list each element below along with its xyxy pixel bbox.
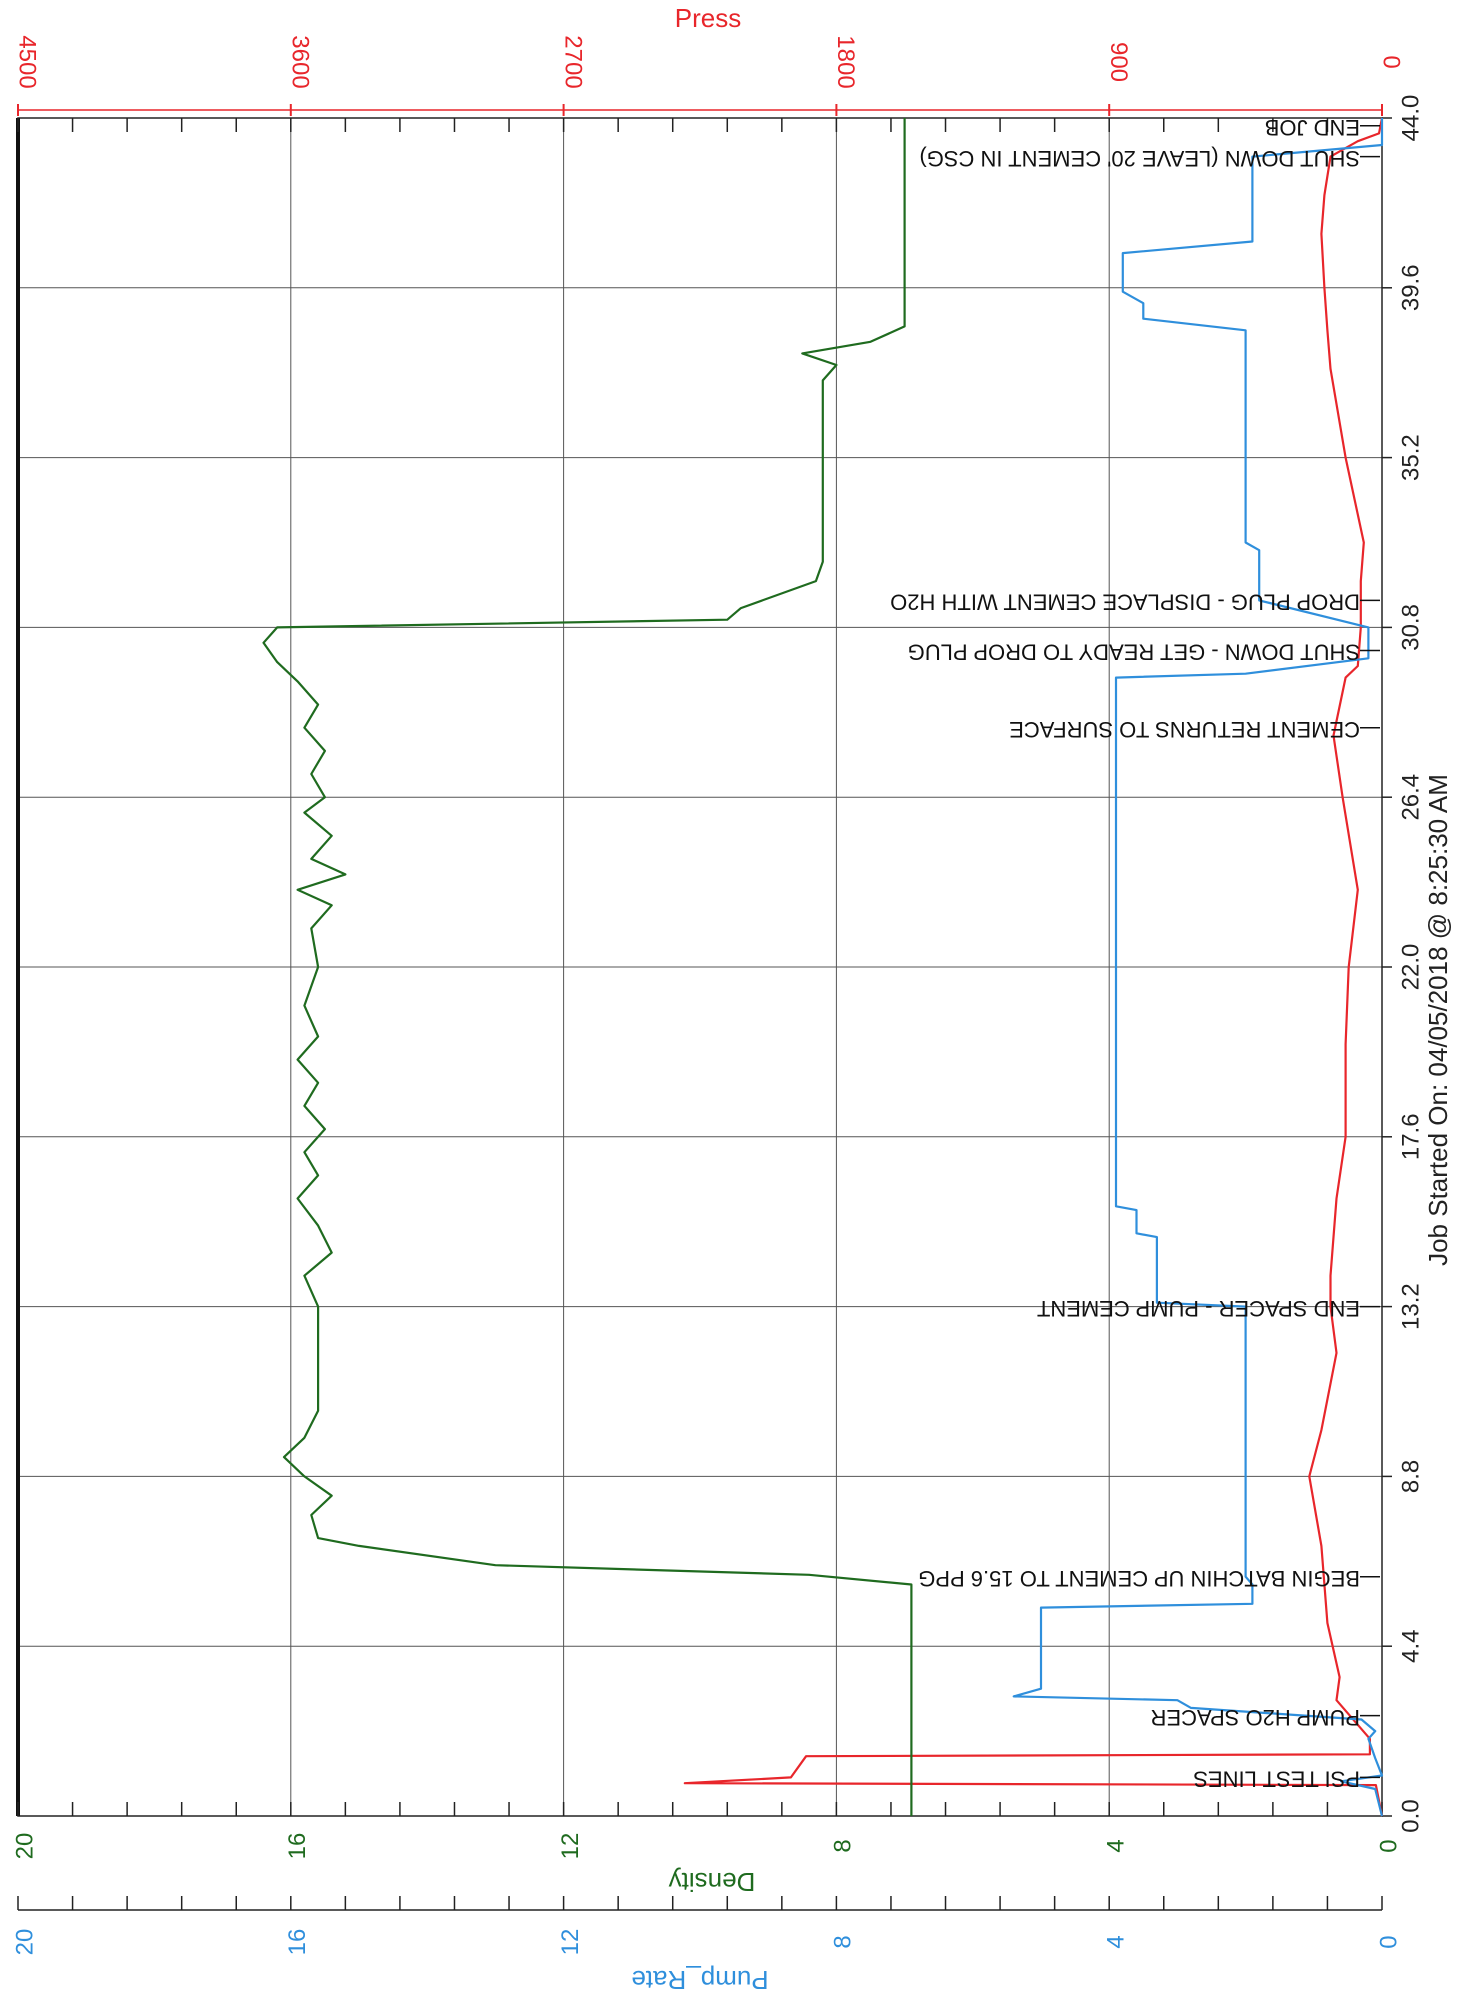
- density-tick-label: 4: [1103, 1839, 1130, 1852]
- press-tick-label: 3600: [286, 35, 313, 88]
- press-tick-label: 0: [1378, 55, 1405, 68]
- annotation-label: END JOB: [1265, 115, 1360, 140]
- press-tick-label: 1800: [832, 35, 859, 88]
- time-tick-label: 44.0: [1397, 95, 1424, 142]
- time-tick-label: 0.0: [1397, 1799, 1424, 1832]
- density-tick-label: 20: [11, 1833, 38, 1860]
- time-tick-label: 8.8: [1397, 1460, 1424, 1493]
- pump-tick-label: 12: [557, 1929, 584, 1956]
- pump-tick-label: 20: [11, 1929, 38, 1956]
- annotation-label: SHUT DOWN (LEAVE 20' CEMENT IN CSG): [919, 146, 1360, 171]
- annotation-label: PUMP H2O SPACER: [1151, 1705, 1360, 1730]
- annotation-label: CEMENT RETURNS TO SURFACE: [1009, 717, 1360, 742]
- time-tick-label: 35.2: [1397, 434, 1424, 481]
- pump-tick-label: 0: [1375, 1935, 1402, 1948]
- x-axis-title: Job Started On: 04/05/2018 @ 8:25:30 AM: [1423, 774, 1453, 1266]
- series-line-press: [683, 117, 1384, 1817]
- press-axis-title: Press: [675, 3, 741, 33]
- pump-tick-label: 8: [830, 1935, 857, 1948]
- annotation-label: END SPACER - PUMP CEMENT: [1037, 1296, 1360, 1321]
- press-tick-label: 900: [1105, 42, 1132, 82]
- annotation-label: SHUT DOWN - GET READY TO DROP PLUG: [908, 640, 1360, 665]
- pump-axis-title: Pump_Rate: [631, 1965, 768, 1995]
- axis-ticks: 0.0 4.4 8.8 13.2 17.6 22.0 26.4 30.8 35.2 39.6 44.…: [11, 35, 1424, 1955]
- density-tick-label: 0: [1375, 1839, 1402, 1852]
- annotation-label: DROP PLUG - DISPLACE CEMENT WITH H2O: [890, 590, 1360, 615]
- annotation-label: BEGIN BATCHIN UP CEMENT TO 15.6 PPG: [918, 1566, 1360, 1591]
- press-tick-label: 2700: [559, 35, 586, 88]
- time-tick-label: 13.2: [1397, 1283, 1424, 1330]
- press-tick-label: 4500: [14, 35, 41, 88]
- density-tick-label: 16: [284, 1833, 311, 1860]
- density-tick-label: 8: [830, 1839, 857, 1852]
- pump-tick-label: 4: [1103, 1935, 1130, 1948]
- annotation-layer: PSI TEST LINES PUMP H2O SPACER BEGIN BATCH…: [890, 115, 1380, 1792]
- time-tick-label: 22.0: [1397, 944, 1424, 991]
- axis-labels: Press Density Pump_Rate Job Started On: 04/…: [631, 3, 1453, 1995]
- density-tick-label: 12: [557, 1833, 584, 1860]
- time-tick-label: 39.6: [1397, 264, 1424, 311]
- series-line-density: [262, 118, 913, 1816]
- time-tick-label: 26.4: [1397, 774, 1424, 821]
- series-layer: [262, 117, 1384, 1817]
- pump-tick-label: 16: [284, 1929, 311, 1956]
- grid-lines: [17, 117, 1383, 1817]
- time-tick-label: 17.6: [1397, 1113, 1424, 1160]
- series-line-pump-rate: [1012, 118, 1384, 1817]
- density-axis-title: Density: [669, 1867, 756, 1897]
- time-tick-label: 4.4: [1397, 1630, 1424, 1663]
- annotation-label: PSI TEST LINES: [1193, 1767, 1360, 1792]
- time-tick-label: 30.8: [1397, 604, 1424, 651]
